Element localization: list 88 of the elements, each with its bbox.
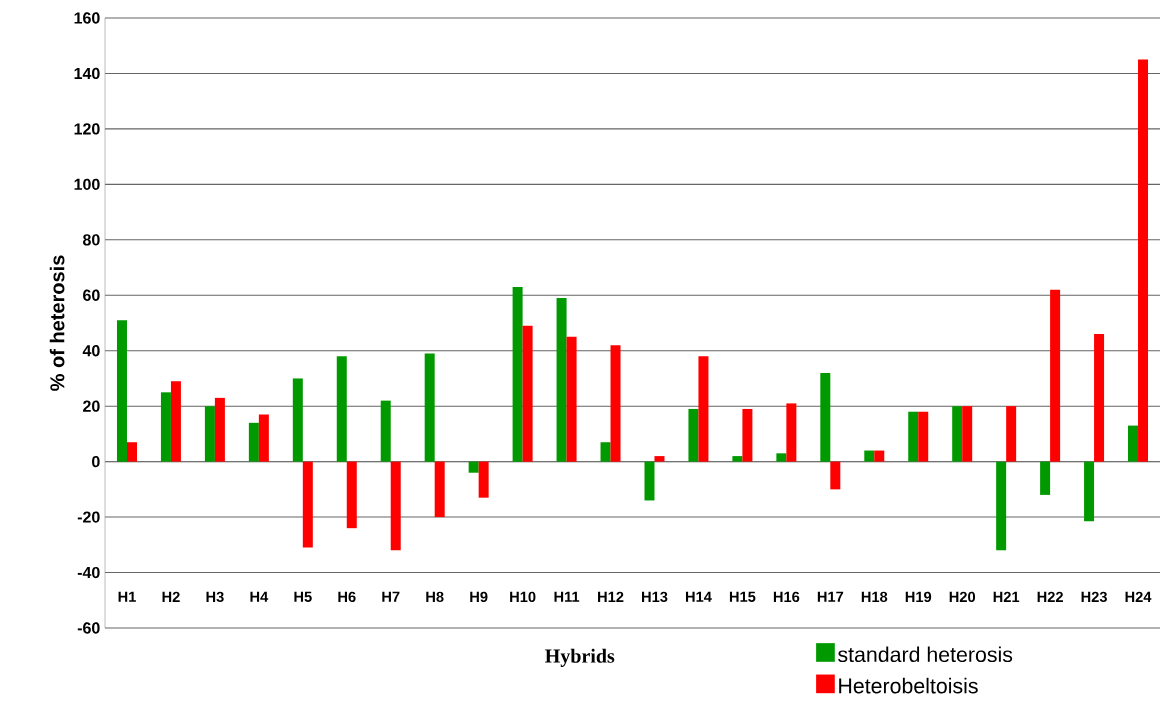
bar [644, 461, 655, 501]
bar [1084, 461, 1095, 522]
bar [732, 456, 743, 462]
x-tick-label: H23 [1081, 591, 1107, 603]
x-tick-label: H15 [729, 591, 756, 602]
x-tick-label: H9 [470, 591, 488, 603]
y-tick-label: 80 [83, 234, 100, 246]
x-tick-label: H13 [642, 591, 668, 603]
bar [434, 461, 445, 518]
x-tick-label: H7 [382, 591, 400, 602]
bar [1094, 334, 1105, 462]
bar [742, 408, 753, 462]
bar [214, 397, 225, 462]
bar [522, 325, 533, 462]
bar [908, 411, 919, 462]
bar [830, 461, 841, 490]
bar [248, 422, 259, 462]
bar [468, 461, 479, 473]
bar [390, 461, 401, 551]
x-tick-label: H20 [949, 591, 976, 603]
bar [160, 392, 171, 462]
bar [996, 461, 1007, 551]
bar [346, 461, 357, 529]
x-tick-label: H17 [817, 591, 844, 602]
bar [126, 442, 137, 462]
y-tick-label: -60 [77, 622, 100, 634]
y-tick-label: 20 [83, 400, 100, 412]
bar [1040, 461, 1051, 495]
bar [688, 408, 699, 462]
y-tick-label: 140 [74, 67, 100, 80]
bar [962, 406, 973, 462]
y-tick-label: 160 [74, 12, 100, 24]
y-tick-label: 0 [92, 455, 100, 468]
bar [776, 453, 787, 462]
bar [1050, 289, 1061, 462]
bar [1128, 425, 1139, 462]
bar [424, 353, 435, 462]
x-tick-label: H14 [685, 591, 712, 602]
bar [820, 372, 831, 462]
bar [610, 345, 621, 462]
x-tick-label: H21 [993, 591, 1020, 602]
bar [556, 298, 567, 462]
y-tick-label: -40 [77, 566, 100, 579]
legend-label: standard heterosis [838, 646, 1013, 663]
x-tick-label: H1 [118, 591, 136, 602]
x-tick-label: H22 [1037, 591, 1063, 602]
x-tick-label: H4 [250, 591, 269, 602]
bar [170, 381, 181, 462]
x-tick-label: H2 [162, 591, 180, 602]
bar [302, 461, 313, 548]
bar [918, 411, 929, 462]
bar [292, 378, 303, 462]
y-tick-label: 60 [83, 289, 100, 301]
bar [336, 356, 347, 462]
bar [698, 356, 709, 462]
bar [116, 320, 127, 462]
bar [380, 400, 391, 462]
bar [654, 456, 665, 462]
y-tick-label: 120 [74, 123, 100, 135]
x-tick-label: H6 [338, 591, 356, 603]
legend-label: Heterobeltoisis [839, 677, 978, 694]
x-tick-label: H18 [861, 591, 888, 603]
x-tick-label: H24 [1125, 591, 1152, 602]
bar [566, 336, 577, 462]
y-tick-label: 40 [82, 345, 100, 357]
x-tick-label: H11 [554, 591, 580, 602]
x-tick-label: H8 [426, 591, 444, 603]
x-tick-label: H12 [598, 591, 624, 602]
bar [1006, 406, 1017, 462]
y-tick-label: 100 [74, 178, 100, 191]
bar [952, 406, 963, 462]
x-axis-title: Hybrids [545, 648, 615, 667]
bar [512, 286, 523, 462]
bar [786, 403, 797, 462]
bar [258, 414, 269, 462]
bar [204, 406, 215, 462]
y-axis-title: % of heterosis [49, 255, 65, 391]
x-tick-label: H19 [905, 591, 932, 603]
x-tick-label: H16 [773, 591, 800, 603]
x-tick-label: H10 [510, 591, 536, 603]
bar [1138, 59, 1149, 462]
bar [600, 442, 611, 462]
x-tick-label: H5 [294, 591, 312, 602]
y-tick-label: -20 [77, 511, 100, 523]
x-tick-label: H3 [206, 591, 224, 603]
bar [874, 450, 885, 462]
bar [864, 450, 875, 462]
bar [478, 461, 489, 498]
